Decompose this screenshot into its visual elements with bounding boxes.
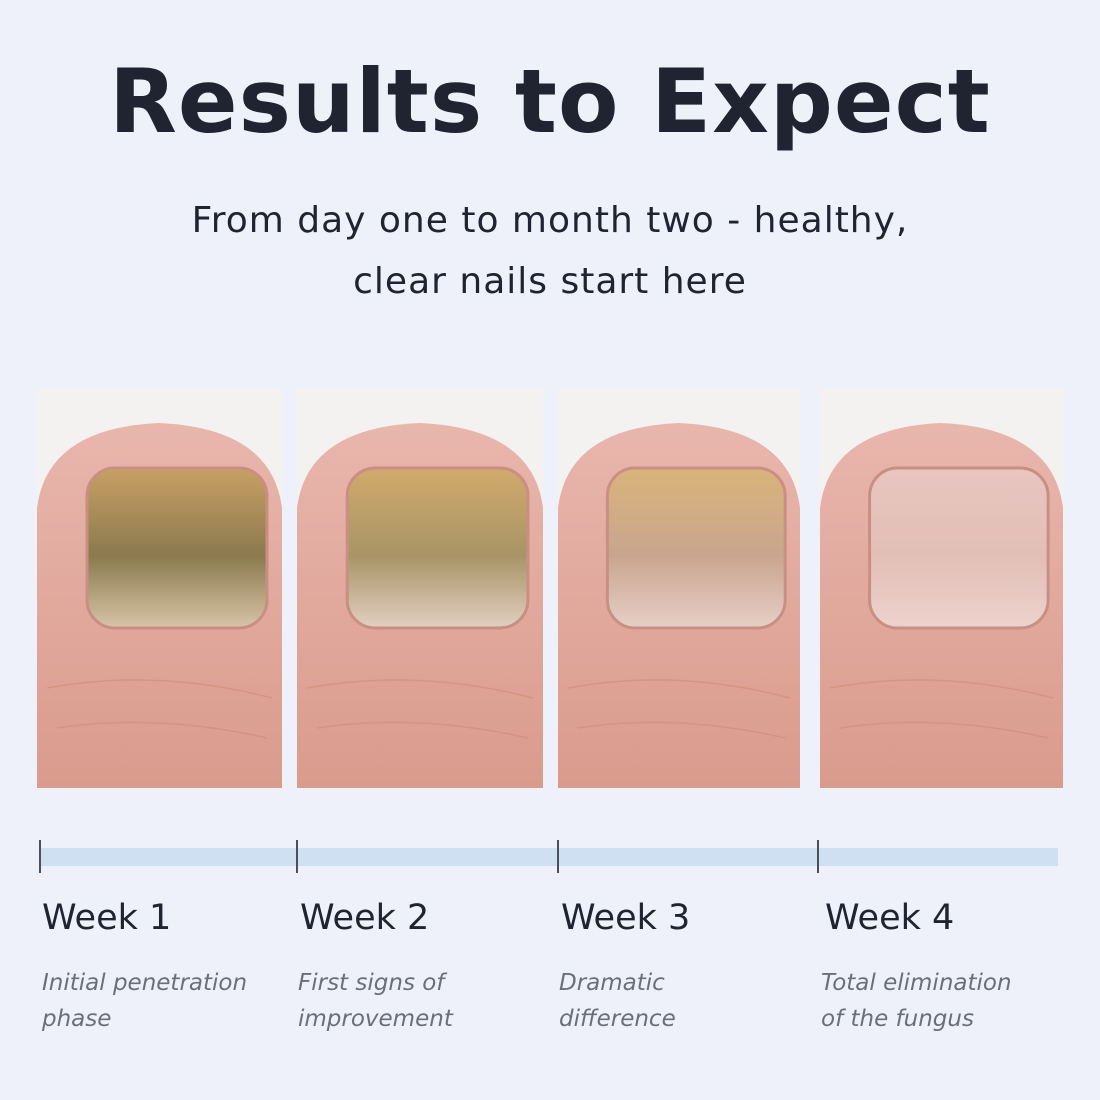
toenail [868, 466, 1050, 630]
desc-line: phase [42, 1006, 112, 1032]
desc-line: of the fungus [821, 1006, 974, 1032]
toenail [345, 466, 530, 630]
page-title: Results to Expect [109, 50, 991, 153]
desc-line: difference [559, 1006, 676, 1032]
desc-line: Dramatic [559, 970, 665, 996]
timeline-tick-week-3 [557, 840, 559, 873]
toe-photo-week-4 [820, 388, 1063, 788]
desc-line: First signs of [298, 970, 445, 996]
step-label-week-1: Week 1 [42, 898, 172, 938]
toe-illustration [297, 423, 543, 788]
step-description-week-4: Total elimination of the fungus [821, 965, 1061, 1037]
toe-illustration [37, 423, 282, 788]
timeline-tick-week-1 [39, 840, 41, 873]
toe-illustration [820, 423, 1063, 788]
toe-photo-week-2 [297, 388, 543, 788]
subtitle-line-2: clear nails start here [353, 261, 747, 302]
timeline-bar [40, 848, 1058, 866]
toe-illustration [558, 423, 800, 788]
timeline-tick-week-2 [296, 840, 298, 873]
toe-photo-week-3 [558, 388, 800, 788]
toe-photo-week-1 [37, 388, 282, 788]
step-description-week-2: First signs of improvement [298, 965, 538, 1037]
step-label-week-4: Week 4 [825, 898, 955, 938]
timeline-tick-week-4 [817, 840, 819, 873]
desc-line: Total elimination [821, 970, 1012, 996]
step-label-week-3: Week 3 [561, 898, 691, 938]
step-label-week-2: Week 2 [300, 898, 430, 938]
desc-line: Initial penetration [42, 970, 248, 996]
desc-line: improvement [298, 1006, 453, 1032]
page-subtitle: From day one to month two - healthy, cle… [100, 190, 1000, 312]
step-description-week-3: Dramatic difference [559, 965, 799, 1037]
toenail [605, 466, 787, 630]
toenail [85, 466, 269, 630]
step-description-week-1: Initial penetration phase [42, 965, 282, 1037]
subtitle-line-1: From day one to month two - healthy, [191, 200, 909, 241]
